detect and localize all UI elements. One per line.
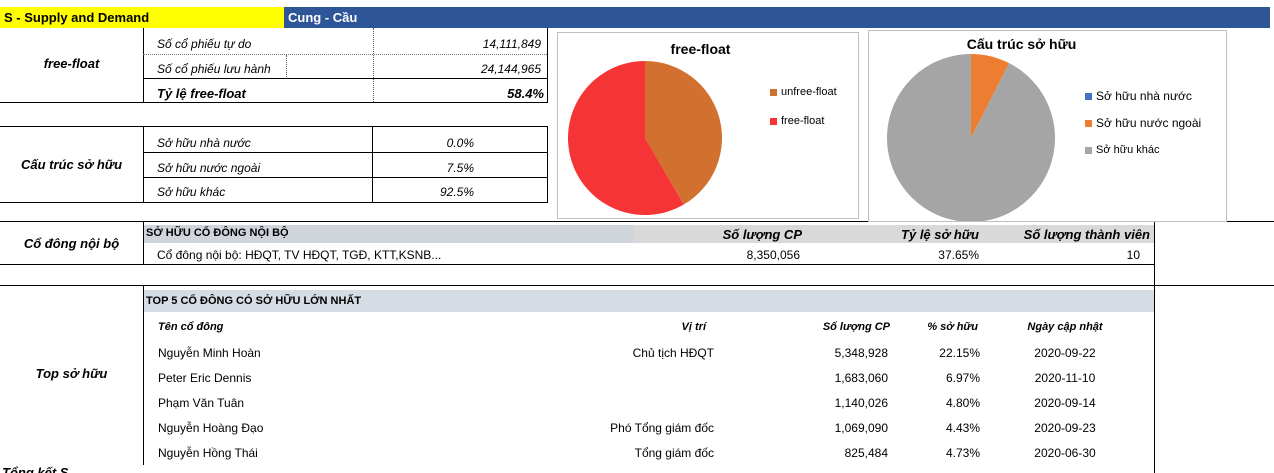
- foreign-ownership-value: 7.5%: [446, 161, 474, 175]
- ownership-chart: Cấu trúc sở hữu Sở hữu nhà nước Sở hữu n…: [868, 30, 1227, 222]
- legend-swatch-unfree-float: [770, 88, 777, 96]
- holder-pct: 4.73%: [945, 446, 980, 460]
- holder-name: Nguyễn Hoàng Đạo: [158, 421, 264, 435]
- holder-name: Nguyễn Hồng Thái: [158, 446, 258, 460]
- pie-slice-free-float: [568, 61, 684, 216]
- legend-swatch-foreign: [1085, 120, 1092, 128]
- holder-pct: 22.15%: [939, 346, 980, 360]
- top-holders-label: Top sở hữu: [35, 366, 108, 381]
- ownership-chart-title: Cấu trúc sở hữu: [966, 36, 1077, 52]
- footer-summary: Tổng kết S: [2, 466, 68, 473]
- holder-shares: 5,348,928: [834, 346, 888, 360]
- legend-swatch-other: [1085, 146, 1092, 154]
- insiders-row-label: Cổ đông nội bộ: HĐQT, TV HĐQT, TGĐ, KTT,…: [157, 248, 442, 262]
- col-date: Ngày cập nhật: [1027, 321, 1103, 333]
- legend-item-unfree-float: unfree-float: [770, 86, 837, 98]
- pie-slice-foreign: [971, 54, 1010, 138]
- holder-name: Peter Eric Dennis: [158, 371, 252, 385]
- legend-label-other: Sở hữu khác: [1096, 144, 1160, 156]
- legend-item-other: Sở hữu khác: [1085, 144, 1160, 156]
- state-ownership-label: Sở hữu nhà nước: [157, 136, 251, 150]
- insiders-col-ratio: Tỷ lệ sở hữu: [901, 227, 979, 242]
- outstanding-shares-value: 24,144,965: [480, 62, 541, 76]
- state-ownership-value: 0.0%: [446, 136, 474, 150]
- col-position: Vị trí: [681, 321, 706, 333]
- other-ownership-value: 92.5%: [439, 185, 474, 199]
- free-float-ratio-label: Tỷ lệ free-float: [157, 86, 246, 101]
- holder-name: Nguyễn Minh Hoàn: [158, 346, 261, 360]
- insiders-header-cols: Số lượng CP Tỷ lệ sở hữu Số lượng thành …: [634, 225, 1154, 243]
- free-shares-label: Số cổ phiếu tự do: [157, 37, 252, 51]
- legend-label-foreign: Sở hữu nước ngoài: [1096, 116, 1202, 130]
- legend-item-state: Sở hữu nhà nước: [1085, 89, 1192, 103]
- table-row: Peter Eric Dennis 1,683,060 6.97% 2020-1…: [0, 371, 1274, 391]
- other-ownership-label: Sở hữu khác: [157, 185, 226, 199]
- table-row: Phạm Văn Tuân 1,140,026 4.80% 2020-09-14: [0, 396, 1274, 416]
- ownership-pie: [887, 54, 1055, 221]
- holder-date: 2020-06-30: [1034, 446, 1096, 460]
- legend-label-free-float: free-float: [781, 115, 825, 127]
- foreign-ownership-label: Sở hữu nước ngoài: [157, 161, 261, 175]
- insiders-label: Cổ đông nội bộ: [23, 236, 120, 251]
- insiders-row-members: 10: [1126, 248, 1140, 262]
- pie-slice-other: [887, 54, 1055, 221]
- insiders-row-ratio: 37.65%: [938, 248, 979, 262]
- insiders-row-shares: 8,350,056: [746, 248, 800, 262]
- holder-position: Phó Tổng giám đốc: [610, 421, 714, 435]
- section-title-vi: Cung - Cầu: [284, 7, 1270, 28]
- holder-date: 2020-11-10: [1034, 371, 1096, 385]
- col-pct: % sở hữu: [927, 321, 978, 333]
- free-float-pie: [568, 61, 722, 216]
- free-float-ratio-value: 58.4%: [507, 86, 544, 101]
- table-row: Nguyễn Hoàng Đạo Phó Tổng giám đốc 1,069…: [0, 421, 1274, 441]
- legend-swatch-free-float: [770, 117, 777, 125]
- holder-shares: 825,484: [844, 446, 888, 460]
- holder-position: Tổng giám đốc: [634, 446, 714, 460]
- legend-label-state: Sở hữu nhà nước: [1096, 89, 1192, 103]
- holder-position: Chủ tịch HĐQT: [632, 346, 714, 360]
- free-float-chart: free-float unfree-float free-float: [557, 32, 859, 219]
- insiders-header-title: SỞ HỮU CỔ ĐÔNG NỘI BỘ: [144, 225, 634, 243]
- holder-pct: 4.80%: [945, 396, 980, 410]
- outstanding-shares-label: Số cổ phiếu lưu hành: [157, 62, 271, 76]
- pie-slice-unfree-float: [645, 61, 722, 205]
- holder-date: 2020-09-14: [1034, 396, 1096, 410]
- col-name: Tên cổ đông: [158, 321, 224, 333]
- top-holders-list: Nguyễn Minh Hoàn Chủ tịch HĐQT 5,348,928…: [0, 346, 1274, 471]
- holder-pct: 4.43%: [945, 421, 980, 435]
- free-shares-value: 14,111,849: [482, 37, 541, 51]
- top-holders-header-title: TOP 5 CỔ ĐÔNG CÓ SỞ HỮU LỚN NHẤT: [144, 290, 1155, 312]
- col-shares: Số lượng CP: [822, 321, 890, 333]
- legend-label-unfree-float: unfree-float: [781, 86, 837, 98]
- ownership-label: Cấu trúc sở hữu: [20, 157, 123, 172]
- insiders-col-shares: Số lượng CP: [722, 227, 802, 242]
- holder-pct: 6.97%: [945, 371, 980, 385]
- table-row: Nguyễn Hồng Thái Tổng giám đốc 825,484 4…: [0, 446, 1274, 466]
- holder-date: 2020-09-23: [1034, 421, 1096, 435]
- holder-shares: 1,069,090: [834, 421, 888, 435]
- holder-date: 2020-09-22: [1034, 346, 1096, 360]
- section-title: S - Supply and Demand: [0, 7, 284, 28]
- legend-swatch-state: [1085, 93, 1092, 101]
- legend-item-free-float: free-float: [770, 115, 824, 127]
- table-row: Nguyễn Minh Hoàn Chủ tịch HĐQT 5,348,928…: [0, 346, 1274, 366]
- legend-item-foreign: Sở hữu nước ngoài: [1085, 116, 1201, 130]
- insiders-col-members: Số lượng thành viên: [1023, 227, 1150, 242]
- holder-shares: 1,140,026: [834, 396, 888, 410]
- free-float-label: free-float: [43, 56, 100, 71]
- holder-name: Phạm Văn Tuân: [158, 396, 245, 410]
- free-float-chart-title: free-float: [670, 41, 731, 57]
- holder-shares: 1,683,060: [834, 371, 888, 385]
